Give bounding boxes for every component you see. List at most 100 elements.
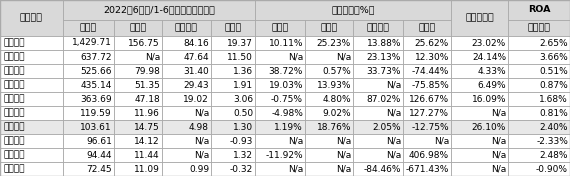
Text: N/a: N/a bbox=[336, 137, 351, 146]
Bar bbox=[508, 148, 570, 162]
Text: 19.37: 19.37 bbox=[227, 39, 253, 48]
Bar bbox=[63, 50, 114, 64]
Bar bbox=[451, 78, 508, 92]
Text: N/a: N/a bbox=[288, 137, 303, 146]
Text: N/a: N/a bbox=[386, 80, 401, 90]
Bar bbox=[451, 0, 508, 36]
Text: 0.57%: 0.57% bbox=[322, 67, 351, 76]
Bar bbox=[211, 50, 255, 64]
Text: 87.02%: 87.02% bbox=[367, 95, 401, 103]
Bar bbox=[353, 78, 403, 92]
Text: -74.44%: -74.44% bbox=[412, 67, 449, 76]
Text: 38.72%: 38.72% bbox=[268, 67, 303, 76]
Text: 25.62%: 25.62% bbox=[415, 39, 449, 48]
Bar bbox=[353, 106, 403, 120]
Bar bbox=[508, 78, 570, 92]
Bar bbox=[162, 162, 211, 176]
Bar bbox=[211, 20, 255, 36]
Text: 净利润: 净利润 bbox=[225, 24, 242, 33]
Text: 25.23%: 25.23% bbox=[317, 39, 351, 48]
Bar bbox=[114, 64, 162, 78]
Bar bbox=[0, 0, 570, 20]
Bar bbox=[0, 0, 63, 36]
Text: 公司名称: 公司名称 bbox=[20, 14, 43, 23]
Bar bbox=[255, 0, 451, 20]
Text: 525.66: 525.66 bbox=[80, 67, 112, 76]
Text: N/a: N/a bbox=[386, 108, 401, 118]
Bar bbox=[162, 78, 211, 92]
Text: 3.06: 3.06 bbox=[233, 95, 253, 103]
Bar bbox=[162, 92, 211, 106]
Text: 406.98%: 406.98% bbox=[409, 150, 449, 159]
Text: 14.75: 14.75 bbox=[135, 122, 160, 131]
Bar bbox=[451, 148, 508, 162]
Text: 156.75: 156.75 bbox=[128, 39, 160, 48]
Bar bbox=[403, 78, 451, 92]
Text: 47.18: 47.18 bbox=[135, 95, 160, 103]
Bar bbox=[162, 64, 211, 78]
Text: 1.32: 1.32 bbox=[233, 150, 253, 159]
Bar bbox=[162, 148, 211, 162]
Text: 杭银消金: 杭银消金 bbox=[3, 95, 25, 103]
Text: N/a: N/a bbox=[434, 137, 449, 146]
Text: 尚诚消金: 尚诚消金 bbox=[3, 108, 25, 118]
Bar bbox=[0, 20, 570, 36]
Bar bbox=[255, 78, 305, 92]
Bar bbox=[305, 64, 353, 78]
Text: -0.32: -0.32 bbox=[230, 165, 253, 174]
Text: 16.09%: 16.09% bbox=[471, 95, 506, 103]
Text: 中银消金: 中银消金 bbox=[3, 67, 25, 76]
Bar bbox=[0, 162, 63, 176]
Text: 0.81%: 0.81% bbox=[539, 108, 568, 118]
Bar bbox=[114, 78, 162, 92]
Text: 435.14: 435.14 bbox=[80, 80, 112, 90]
Text: 84.16: 84.16 bbox=[183, 39, 209, 48]
Bar bbox=[508, 106, 570, 120]
Text: 净利润: 净利润 bbox=[418, 24, 435, 33]
Bar bbox=[0, 134, 63, 148]
Text: 637.72: 637.72 bbox=[80, 52, 112, 61]
Bar bbox=[255, 162, 305, 176]
Bar bbox=[451, 120, 508, 134]
Text: 1.30: 1.30 bbox=[233, 122, 253, 131]
Bar bbox=[353, 134, 403, 148]
Text: 中邮消金: 中邮消金 bbox=[3, 80, 25, 90]
Text: -4.98%: -4.98% bbox=[271, 108, 303, 118]
Bar bbox=[114, 162, 162, 176]
Bar bbox=[508, 50, 570, 64]
Text: 锦程消金: 锦程消金 bbox=[3, 122, 25, 131]
Text: 51.35: 51.35 bbox=[134, 80, 160, 90]
Bar bbox=[508, 20, 570, 36]
Text: 4.33%: 4.33% bbox=[478, 67, 506, 76]
Bar bbox=[0, 64, 63, 78]
Text: 13.93%: 13.93% bbox=[316, 80, 351, 90]
Bar bbox=[63, 106, 114, 120]
Text: 29.43: 29.43 bbox=[184, 80, 209, 90]
Bar bbox=[211, 162, 255, 176]
Text: 同比变动（%）: 同比变动（%） bbox=[331, 5, 374, 14]
Text: 1.91: 1.91 bbox=[233, 80, 253, 90]
Text: 营业净利率: 营业净利率 bbox=[465, 14, 494, 23]
Text: 2022年6月末/1-6月（单位：亿元）: 2022年6月末/1-6月（单位：亿元） bbox=[103, 5, 215, 14]
Text: 1.36: 1.36 bbox=[233, 67, 253, 76]
Bar bbox=[211, 78, 255, 92]
Bar bbox=[0, 148, 63, 162]
Text: -84.46%: -84.46% bbox=[364, 165, 401, 174]
Text: 79.98: 79.98 bbox=[134, 67, 160, 76]
Bar bbox=[0, 92, 63, 106]
Bar bbox=[211, 64, 255, 78]
Bar bbox=[508, 162, 570, 176]
Bar bbox=[211, 148, 255, 162]
Text: 宁银消金: 宁银消金 bbox=[3, 165, 25, 174]
Bar bbox=[255, 64, 305, 78]
Text: N/a: N/a bbox=[491, 108, 506, 118]
Bar bbox=[114, 106, 162, 120]
Bar bbox=[162, 20, 211, 36]
Text: N/a: N/a bbox=[288, 52, 303, 61]
Text: 26.10%: 26.10% bbox=[471, 122, 506, 131]
Bar bbox=[114, 134, 162, 148]
Bar bbox=[305, 162, 353, 176]
Bar bbox=[305, 50, 353, 64]
Text: 4.98: 4.98 bbox=[189, 122, 209, 131]
Text: 营业收入: 营业收入 bbox=[367, 24, 389, 33]
